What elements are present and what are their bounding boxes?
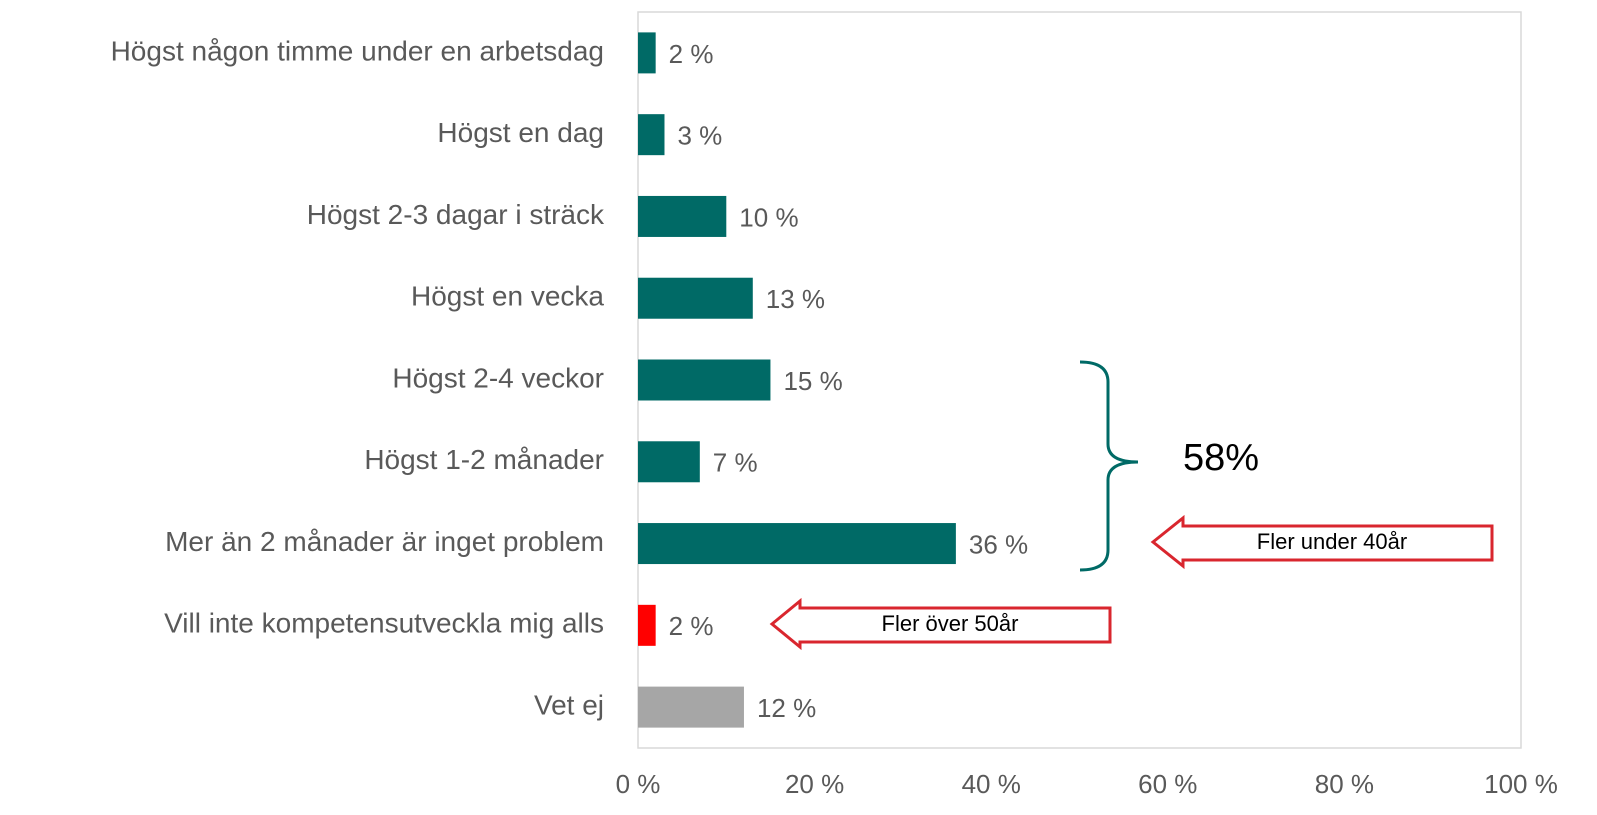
y-tick-label: Vill inte kompetensutveckla mig alls (164, 608, 604, 639)
data-label: 13 % (766, 284, 825, 314)
x-tick-label: 20 % (785, 769, 844, 799)
y-tick-label: Högst 2-4 veckor (392, 362, 604, 393)
bar (638, 441, 700, 483)
x-tick-label: 100 % (1484, 769, 1558, 799)
y-tick-label: Högst en vecka (411, 281, 604, 312)
data-label: 10 % (739, 202, 798, 232)
brace (1079, 360, 1139, 572)
data-label: 3 % (677, 121, 722, 151)
x-tick-label: 60 % (1138, 769, 1197, 799)
bar (638, 195, 727, 237)
bar (638, 359, 771, 401)
data-label: 2 % (669, 611, 714, 641)
y-tick-label: Vet ej (534, 690, 604, 721)
data-label: 7 % (713, 448, 758, 478)
bar (638, 604, 656, 646)
arrow (769, 597, 1112, 651)
y-tick-label: Högst 2-3 dagar i sträck (307, 199, 605, 230)
arrow (1150, 514, 1494, 570)
y-tick-label: Högst en dag (437, 117, 604, 148)
bar (638, 32, 656, 74)
data-label: 2 % (669, 39, 714, 69)
x-tick-label: 40 % (962, 769, 1021, 799)
y-tick-label: Högst 1-2 månader (364, 444, 604, 475)
bar (638, 523, 956, 565)
bar (638, 114, 665, 156)
data-label: 36 % (969, 529, 1028, 559)
y-tick-label: Högst någon timme under en arbetsdag (111, 35, 604, 66)
data-label: 12 % (757, 693, 816, 723)
annotation: Fler över 50år (882, 611, 1019, 636)
annotation: Fler under 40år (1257, 529, 1407, 554)
x-tick-label: 80 % (1315, 769, 1374, 799)
data-label: 15 % (783, 366, 842, 396)
annotation: 58% (1183, 437, 1259, 479)
bar (638, 686, 744, 728)
x-tick-label: 0 % (616, 769, 661, 799)
bar (638, 277, 753, 319)
y-tick-label: Mer än 2 månader är inget problem (165, 526, 604, 557)
